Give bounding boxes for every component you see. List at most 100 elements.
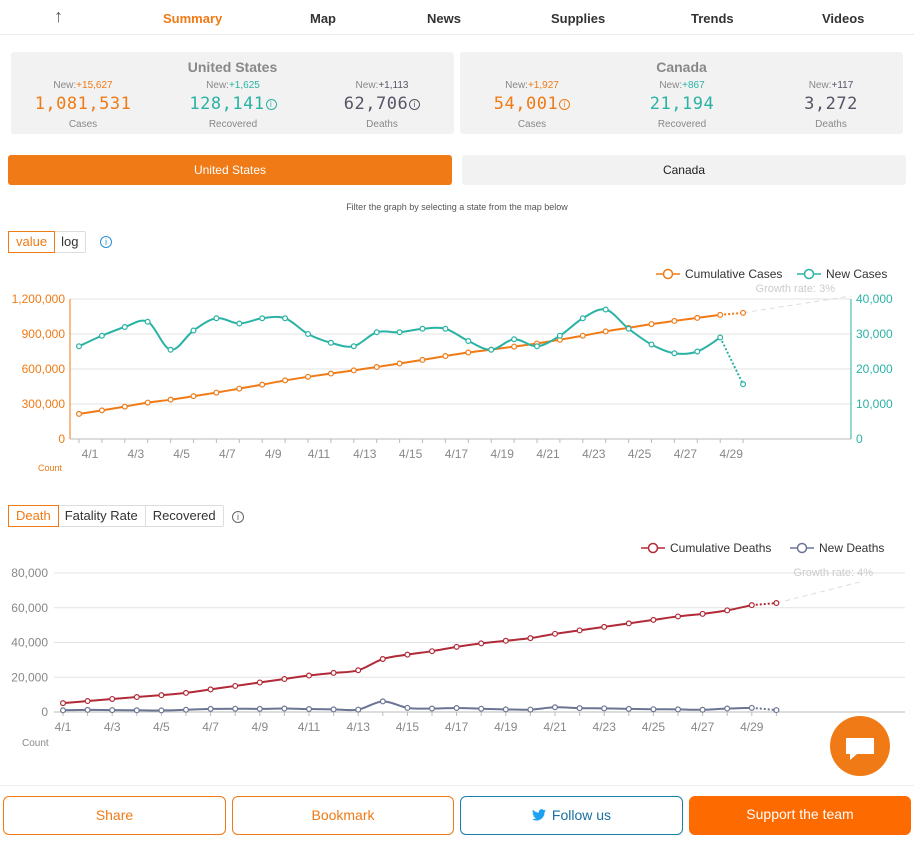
data-point <box>256 705 263 712</box>
data-point <box>305 330 312 337</box>
data-point <box>236 385 243 392</box>
data-point <box>556 332 563 339</box>
info-icon[interactable]: i <box>559 99 571 110</box>
y-tick-label: 20,000 <box>11 670 48 684</box>
data-point <box>306 672 313 679</box>
tab-canada[interactable]: Canada <box>462 155 906 185</box>
data-point <box>602 328 609 335</box>
data-point <box>133 694 140 701</box>
data-point <box>740 309 747 316</box>
data-point <box>306 706 313 713</box>
stat-value: 62,706 <box>343 94 409 114</box>
data-point <box>373 364 380 371</box>
info-icon[interactable]: i <box>265 99 277 110</box>
data-point <box>601 705 608 712</box>
follow-us-label: Follow us <box>551 807 612 823</box>
new-count: +15,627 <box>76 80 113 91</box>
nav-supplies[interactable]: Supplies <box>551 11 606 26</box>
nav-news[interactable]: News <box>427 11 461 26</box>
data-point <box>419 325 426 332</box>
new-count: +867 <box>682 80 705 91</box>
x-tick-label: 4/21 <box>536 447 560 461</box>
tab-united-states[interactable]: United States <box>8 155 452 185</box>
data-point <box>576 705 583 712</box>
data-point <box>84 698 91 705</box>
data-point <box>453 705 460 712</box>
share-button[interactable]: Share <box>3 796 226 835</box>
data-point <box>404 704 411 711</box>
data-point <box>281 675 288 682</box>
legend-marker <box>662 268 674 280</box>
y-tick-label-left: 900,000 <box>22 327 66 341</box>
data-point <box>527 706 534 713</box>
x-tick-label: 4/25 <box>628 447 652 461</box>
support-team-button[interactable]: Support the team <box>689 796 911 835</box>
data-point <box>773 707 780 714</box>
series-projection <box>751 706 777 712</box>
data-point <box>625 620 632 627</box>
data-point <box>442 353 449 360</box>
data-point <box>404 651 411 658</box>
x-tick-label: 4/9 <box>265 447 282 461</box>
y-axis-title: Count <box>38 463 63 473</box>
x-tick-label: 4/17 <box>445 720 469 734</box>
data-point <box>502 637 509 644</box>
growth-projection-line <box>743 295 852 314</box>
nav-trends[interactable]: Trends <box>691 11 734 26</box>
y-tick-label-left: 600,000 <box>22 362 66 376</box>
death-button[interactable]: Death <box>8 505 59 527</box>
chat-icon <box>846 738 874 760</box>
legend-marker <box>647 542 659 554</box>
stat-label: Cases <box>517 119 547 130</box>
new-count: +1,927 <box>527 80 559 91</box>
x-tick-label: 4/25 <box>642 720 666 734</box>
data-point <box>144 318 151 325</box>
stat-label: Cases <box>68 119 98 130</box>
legend-label: New Deaths <box>819 541 884 555</box>
twitter-icon <box>531 809 546 821</box>
data-point <box>488 346 495 353</box>
data-point <box>282 377 289 384</box>
data-point <box>98 332 105 339</box>
data-point <box>674 613 681 620</box>
legend-label: New Cases <box>826 267 887 281</box>
follow-us-button[interactable]: Follow us <box>460 796 683 835</box>
recovered-button[interactable]: Recovered <box>152 508 216 523</box>
info-icon[interactable]: i <box>409 99 421 110</box>
ca-recovered-stat: New:+867 21,194 Recovered <box>617 80 747 130</box>
log-scale-button[interactable]: log <box>61 234 79 249</box>
data-point <box>207 686 214 693</box>
data-point <box>699 610 706 617</box>
value-scale-button[interactable]: value <box>8 231 56 253</box>
stat-label: Deaths <box>815 119 847 130</box>
data-point <box>748 704 755 711</box>
ca-cases-stat: New:+1,927 54,001 i Cases <box>467 80 597 130</box>
y-tick-label: 80,000 <box>11 566 48 580</box>
nav-videos[interactable]: Videos <box>822 11 865 26</box>
x-tick-label: 4/1 <box>55 720 72 734</box>
info-icon[interactable]: i <box>232 511 244 523</box>
data-point <box>625 325 632 332</box>
data-point <box>183 706 190 713</box>
nav-summary[interactable]: Summary <box>163 11 223 26</box>
data-point <box>511 343 518 350</box>
data-point <box>648 321 655 328</box>
metric-toggle: Death Fatality Rate Recovered <box>8 505 224 527</box>
data-point <box>98 407 105 414</box>
nav-map[interactable]: Map <box>310 11 336 26</box>
data-point <box>699 706 706 713</box>
y-tick-label-right: 0 <box>856 432 863 446</box>
legend-label: Cumulative Cases <box>685 267 782 281</box>
data-point <box>84 706 91 713</box>
info-icon[interactable]: i <box>100 236 112 248</box>
back-to-top-icon[interactable]: ↑ <box>54 6 63 26</box>
data-point <box>717 334 724 341</box>
fatality-rate-button[interactable]: Fatality Rate <box>58 506 146 526</box>
bookmark-button[interactable]: Bookmark <box>232 796 454 835</box>
data-point <box>305 373 312 380</box>
x-tick-label: 4/15 <box>396 720 420 734</box>
top-navigation: ↑ Summary Map News Supplies Trends Video… <box>0 0 914 35</box>
data-point <box>748 602 755 609</box>
data-point <box>109 707 116 714</box>
chat-button[interactable] <box>830 716 890 776</box>
